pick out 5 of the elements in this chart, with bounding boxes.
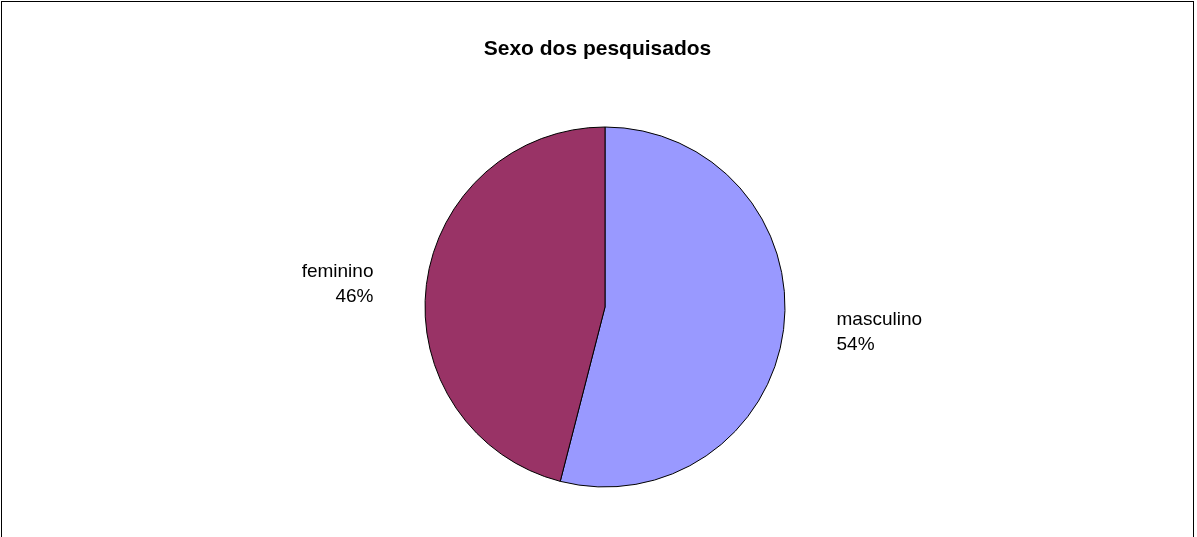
chart-title: Sexo dos pesquisados	[483, 36, 712, 59]
slice-label: masculino	[836, 307, 923, 329]
slice-label: feminino	[301, 260, 374, 282]
data-label: 46%	[335, 285, 374, 307]
data-label: 54%	[836, 332, 875, 354]
